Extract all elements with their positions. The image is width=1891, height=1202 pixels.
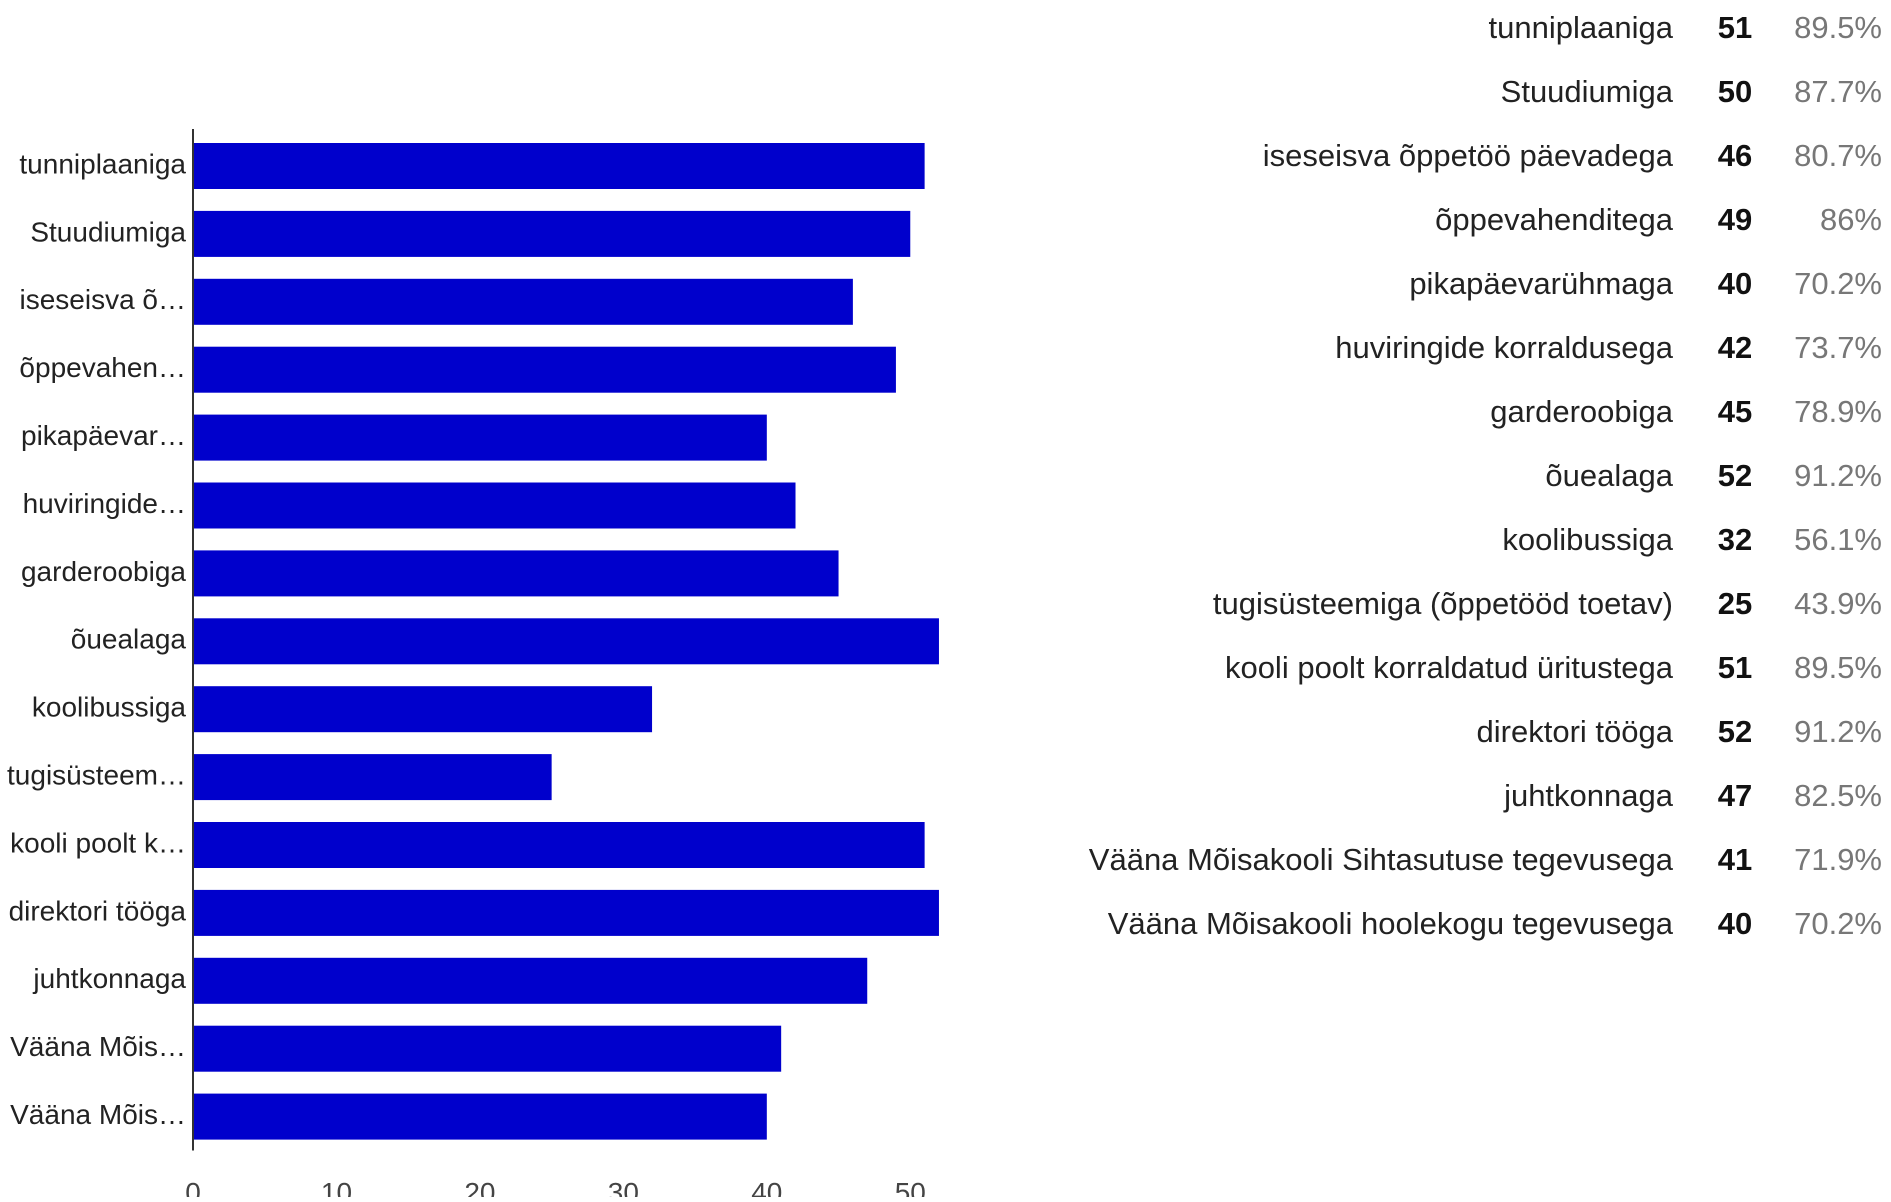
bar xyxy=(193,822,925,868)
y-tick-label: õuealaga xyxy=(71,624,187,655)
table-count: 49 xyxy=(1718,202,1752,237)
bar xyxy=(193,414,767,461)
bar xyxy=(193,1025,782,1072)
table-name: õppevahenditega xyxy=(1435,202,1674,237)
table-name: iseseisva õppetöö päevadega xyxy=(1263,138,1674,173)
table-count: 46 xyxy=(1718,138,1752,173)
bar xyxy=(193,889,939,936)
y-tick-label: Stuudiumiga xyxy=(30,216,186,247)
y-tick-label: õppevahen… xyxy=(19,352,186,383)
y-tick-label: tugisüsteem… xyxy=(7,759,186,790)
x-tick-label: 10 xyxy=(321,1177,352,1197)
table-count: 51 xyxy=(1718,10,1752,45)
table-count: 45 xyxy=(1718,394,1752,429)
x-tick-label: 20 xyxy=(464,1177,495,1197)
bar xyxy=(193,550,839,597)
table-name: Vääna Mõisakooli Sihtasutuse tegevusega xyxy=(1089,842,1674,877)
table-percent: 71.9% xyxy=(1794,842,1882,877)
y-tick-label: kooli poolt k… xyxy=(10,827,186,858)
table-percent: 89.5% xyxy=(1794,650,1882,685)
table-percent: 70.2% xyxy=(1794,266,1882,301)
table-percent: 70.2% xyxy=(1794,906,1882,941)
y-tick-label: direktori tööga xyxy=(9,895,187,926)
y-tick-label: juhtkonnaga xyxy=(32,963,186,994)
bar xyxy=(193,754,552,801)
table-name: garderoobiga xyxy=(1490,394,1673,429)
x-tick-label: 30 xyxy=(608,1177,639,1197)
table-percent: 89.5% xyxy=(1794,10,1882,45)
bar xyxy=(193,278,853,325)
table-name: juhtkonnaga xyxy=(1503,778,1674,813)
x-tick-label: 50 xyxy=(895,1177,926,1197)
table-percent: 91.2% xyxy=(1794,714,1882,749)
table-count: 42 xyxy=(1718,330,1752,365)
y-tick-label: Vääna Mõis… xyxy=(10,1099,186,1130)
table-percent: 87.7% xyxy=(1794,74,1882,109)
y-tick-label: iseseisva õ… xyxy=(19,284,186,315)
table-percent: 91.2% xyxy=(1794,458,1882,493)
bar xyxy=(193,346,896,393)
y-tick-label: Vääna Mõis… xyxy=(10,1031,186,1062)
x-tick-label: 40 xyxy=(751,1177,782,1197)
y-tick-label: huviringide… xyxy=(23,488,186,519)
table-name: pikapäevarühmaga xyxy=(1409,266,1673,301)
y-tick-label: koolibussiga xyxy=(32,692,187,723)
table-percent: 56.1% xyxy=(1794,522,1882,557)
table-name: huviringide korraldusega xyxy=(1335,330,1674,365)
y-tick-label: garderoobiga xyxy=(21,556,186,587)
table-percent: 86% xyxy=(1820,202,1882,237)
bar xyxy=(193,686,653,733)
table-count: 52 xyxy=(1718,458,1752,493)
table-count: 47 xyxy=(1718,778,1752,813)
table-name: õuealaga xyxy=(1545,458,1673,493)
bar xyxy=(193,618,939,665)
bar xyxy=(193,482,796,529)
table-name: tunniplaaniga xyxy=(1489,10,1674,45)
table-name: koolibussiga xyxy=(1502,522,1673,557)
table-count: 51 xyxy=(1718,650,1752,685)
table-name: Stuudiumiga xyxy=(1501,74,1674,109)
table-count: 40 xyxy=(1718,906,1752,941)
table-count: 52 xyxy=(1718,714,1752,749)
bar xyxy=(193,210,911,257)
table-count: 32 xyxy=(1718,522,1752,557)
table-percent: 73.7% xyxy=(1794,330,1882,365)
table-name: Vääna Mõisakooli hoolekogu tegevusega xyxy=(1108,906,1674,941)
y-tick-label: tunniplaaniga xyxy=(19,148,186,179)
table-percent: 78.9% xyxy=(1794,394,1882,429)
table-count: 25 xyxy=(1718,586,1752,621)
table-percent: 43.9% xyxy=(1794,586,1882,621)
table-percent: 82.5% xyxy=(1794,778,1882,813)
table-percent: 80.7% xyxy=(1794,138,1882,173)
table-count: 50 xyxy=(1718,74,1752,109)
bar xyxy=(193,143,925,189)
table-count: 40 xyxy=(1718,266,1752,301)
table-count: 41 xyxy=(1718,842,1752,877)
table-name: direktori tööga xyxy=(1477,714,1674,749)
bar xyxy=(193,957,868,1004)
table-name: kooli poolt korraldatud üritustega xyxy=(1225,650,1674,685)
y-tick-label: pikapäevar… xyxy=(21,420,186,451)
bar xyxy=(193,1093,767,1140)
x-tick-label: 0 xyxy=(185,1177,201,1197)
table-name: tugisüsteemiga (õppetööd toetav) xyxy=(1213,586,1673,621)
